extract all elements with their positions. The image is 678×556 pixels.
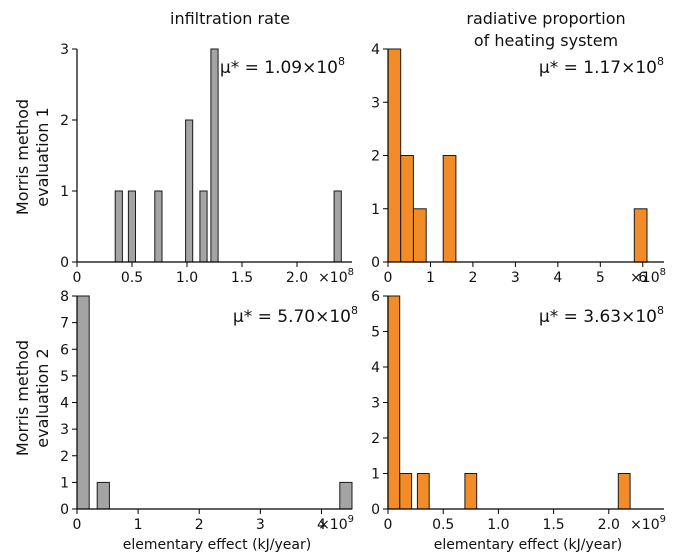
x-tick-label: 1.5 — [542, 517, 564, 533]
xlabel-left: elementary effect (kJ/year) — [123, 537, 311, 553]
bar-1-2 — [127, 190, 136, 263]
y-tick-label: 1 — [371, 202, 380, 218]
y-tick-label: 2 — [60, 449, 69, 465]
x-tick-label: 0 — [384, 270, 393, 286]
x-tick-label: 6 — [638, 270, 647, 286]
x-tick-label: 2 — [468, 270, 477, 286]
y-tick-label: 0 — [60, 255, 69, 271]
bar-3-3 — [339, 481, 353, 510]
y-tick-label: 2 — [371, 431, 380, 447]
x-tick-label: 2.0 — [598, 517, 620, 533]
x-tick-label: 0.5 — [121, 270, 143, 286]
row-label-1-line1: Morris method — [13, 99, 32, 215]
x-tick-label: 1 — [426, 270, 435, 286]
y-tick-label: 0 — [371, 502, 380, 518]
panel-4: 0 0.5 1.0 1.5 2.0 0 1 2 3 4 5 6 ×109 μ* = 3.63×108 — [371, 289, 666, 533]
mu-star-annotation: μ* = 1.09×108 — [220, 55, 345, 78]
x-tick-label: 2.0 — [286, 270, 308, 286]
row-label-evaluation-2: Morris method evaluation 2 — [13, 340, 52, 456]
x-multiplier-label: ×109 — [630, 514, 666, 533]
row-label-2-line2: evaluation 2 — [33, 348, 52, 447]
y-tick-label: 4 — [371, 42, 380, 58]
y-tick-label: 1 — [60, 475, 69, 491]
y-tick-label: 0 — [371, 255, 380, 271]
bar-2-3 — [413, 208, 427, 263]
y-tick-label: 6 — [60, 342, 69, 358]
y-tick-label: 6 — [371, 289, 380, 305]
panel-3: 0 1 2 3 4 0 1 2 3 4 5 6 7 8 ×109 μ* = 5.70×108 — [60, 289, 358, 533]
bar-1-1 — [114, 190, 123, 263]
x-tick-label: 3 — [256, 517, 265, 533]
x-tick-label: 4 — [553, 270, 562, 286]
panels: 0 0.5 1.0 1.5 2.0 0 1 2 3 ×108 μ* = 1.09×108 0 1 2 3 4 5… — [60, 42, 666, 533]
y-tick-label: 2 — [60, 113, 69, 129]
row-label-evaluation-1: Morris method evaluation 1 — [13, 99, 52, 215]
y-tick-label: 7 — [60, 316, 69, 332]
row-label-1-line2: evaluation 1 — [33, 107, 52, 206]
mu-star-annotation: μ* = 1.17×108 — [539, 55, 664, 78]
row-label-2-line1: Morris method — [13, 340, 32, 456]
y-tick-label: 5 — [60, 369, 69, 385]
bar-3-1 — [76, 295, 90, 510]
x-tick-label: 3 — [511, 270, 520, 286]
y-tick-label: 1 — [60, 184, 69, 200]
x-tick-label: 1.0 — [176, 270, 198, 286]
x-tick-label: 4 — [317, 517, 326, 533]
x-tick-label: 0 — [384, 517, 393, 533]
x-tick-label: 0 — [73, 270, 82, 286]
y-tick-label: 4 — [371, 360, 380, 376]
y-tick-label: 3 — [60, 422, 69, 438]
panel-2: 0 1 2 3 4 5 6 0 1 2 3 4 ×108 μ* = 1.17×108 — [371, 42, 666, 286]
bar-4-5 — [617, 473, 631, 510]
bar-2-4 — [442, 155, 457, 263]
bar-4-3 — [416, 473, 430, 510]
mu-star-annotation: μ* = 5.70×108 — [233, 304, 358, 327]
bar-2-5 — [633, 208, 648, 263]
x-tick-label: 1.5 — [231, 270, 253, 286]
bar-3-2 — [96, 481, 110, 510]
y-tick-label: 3 — [371, 396, 380, 412]
y-tick-label: 3 — [371, 95, 380, 111]
y-tick-label: 0 — [60, 502, 69, 518]
bar-1-4 — [185, 119, 194, 263]
y-tick-label: 2 — [371, 149, 380, 165]
x-multiplier-label: ×108 — [318, 267, 354, 286]
x-multiplier-label: ×108 — [630, 267, 666, 286]
col-title-infiltration-rate: infiltration rate — [170, 9, 290, 28]
x-tick-label: 0.5 — [432, 517, 454, 533]
x-tick-label: 0 — [73, 517, 82, 533]
mu-star-annotation: μ* = 3.63×108 — [539, 304, 664, 327]
col-title-radiative-line2: of heating system — [474, 31, 618, 50]
bar-1-7 — [333, 190, 342, 263]
bar-1-5 — [199, 190, 208, 263]
y-tick-label: 4 — [60, 396, 69, 412]
col-title-radiative-line1: radiative proportion — [466, 9, 625, 28]
panel-1: 0 0.5 1.0 1.5 2.0 0 1 2 3 ×108 μ* = 1.09×108 — [60, 42, 354, 286]
bar-2-1 — [387, 48, 402, 263]
x-tick-label: 1.0 — [487, 517, 509, 533]
xlabel-right: elementary effect (kJ/year) — [434, 537, 622, 553]
bar-1-6 — [210, 48, 219, 263]
x-tick-label: 5 — [596, 270, 605, 286]
y-tick-label: 3 — [60, 42, 69, 58]
bar-2-2 — [400, 155, 414, 263]
y-tick-label: 8 — [60, 289, 69, 305]
bar-4-1 — [387, 295, 401, 510]
bar-1-3 — [154, 190, 163, 263]
x-multiplier-label: ×109 — [318, 514, 354, 533]
bar-4-2 — [399, 473, 413, 510]
x-tick-label: 2 — [195, 517, 204, 533]
bar-4-4 — [464, 473, 478, 510]
y-tick-label: 5 — [371, 325, 380, 341]
y-tick-label: 1 — [371, 467, 380, 483]
x-tick-label: 1 — [134, 517, 143, 533]
